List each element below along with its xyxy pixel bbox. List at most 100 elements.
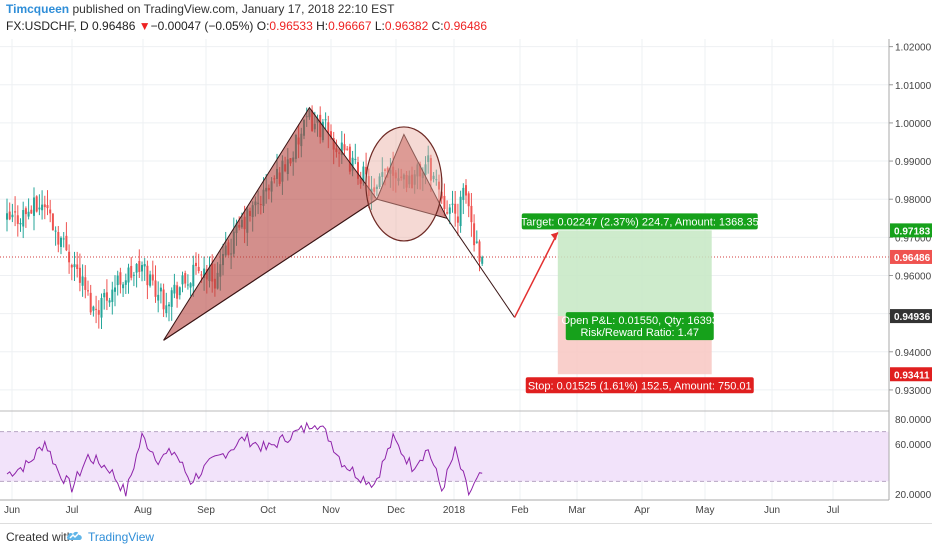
created-with-text: Created with [6,530,74,544]
pnl-label-box [565,312,714,341]
high-value: 0.96667 [328,19,372,33]
candle-body [78,267,81,283]
candle-body [475,241,478,243]
candle-body [348,146,351,172]
candle-body [108,300,111,303]
candle-body [184,273,187,284]
candle-body [149,274,152,286]
candle-body [168,304,170,307]
time-tick-label: 2018 [443,505,466,516]
candle-body [41,204,44,211]
rsi-pane [0,410,889,497]
candle-body [154,280,157,297]
candle-body [105,292,108,301]
candle-body [49,209,52,214]
price-change: −0.00047 (−0.05%) [150,19,254,33]
candle-body [95,308,98,310]
price-badge-label: 0.94936 [894,312,931,323]
candle-body [70,264,73,268]
down-arrow-icon: ▼ [138,19,151,33]
time-axis[interactable]: Jun Jul Aug Sep Oct Nov Dec 2018 Feb Mar Apr May Jun… [0,499,889,516]
candle-body [100,297,103,318]
pattern-xd [163,198,378,341]
candle-body [346,148,349,150]
symbol-label[interactable]: FX:USDCHF, D [6,19,89,33]
long-arrow [513,232,559,318]
pnl-label-text: Open P&L: 0.01550, Qty: 16393 [561,315,718,327]
candle-body [159,287,162,292]
target-label-box [521,213,758,230]
rsi-tick-label: 20.0000 [895,490,932,501]
pattern-bcd [376,133,449,220]
price-tick-label: 1.00000 [895,119,932,130]
candle-body [195,262,197,267]
candle-body [432,175,435,180]
candle-body [181,275,184,285]
time-tick-label: Nov [322,505,340,516]
candle-body [324,119,327,121]
high-label: H: [316,19,329,33]
candle-body [138,260,141,272]
candle-body [176,285,179,299]
candle-body [165,305,168,314]
candle-body [46,205,49,209]
candle-body [130,265,133,278]
tradingview-cloud-icon[interactable] [66,528,84,542]
rsi-tick-label: 60.0000 [895,440,932,451]
candle-body [357,162,359,179]
time-tick-label: Mar [568,505,586,516]
long-position-tool[interactable]: Target: 0.02247 (2.37%) 224.7, Amount: 1… [513,213,759,394]
candle-body [200,274,203,276]
candle-body [170,290,173,307]
candle-body [89,292,92,313]
candle-body [192,264,195,287]
candle-body [141,265,143,272]
candle-body [60,237,62,247]
footer: Created with TradingView [0,523,932,551]
arrow-head-icon [550,232,558,241]
candle-body [51,213,54,231]
price-tick-label: 0.97000 [895,233,932,244]
candle-body [57,231,60,245]
stop-label-text: Stop: 0.01525 (1.61%) 152.5, Amount: 750… [528,380,752,392]
candle-body [24,208,27,215]
price-tick-label: 1.01000 [895,81,932,92]
candle-body [97,310,100,315]
candle-body [135,264,138,273]
candle-body [173,284,176,294]
candle-body [386,167,389,173]
candle-body [27,211,30,217]
rsi-band [0,431,889,482]
price-badge-label: 0.97183 [894,226,931,237]
time-tick-label: Dec [387,505,405,516]
last-price: 0.96486 [92,19,136,33]
candle-body [132,274,135,276]
price-axis[interactable]: 1.02000 1.01000 1.00000 0.99000 0.98000 0.970… [888,39,932,501]
price-badge-label: 0.96486 [894,253,931,264]
candle-body [127,267,130,283]
candle-body [87,290,89,292]
harmonic-pattern[interactable] [163,106,516,341]
time-tick-label: May [696,505,715,516]
price-badge [890,367,932,382]
candle-body [446,212,449,214]
candle-body [111,289,114,302]
open-value: 0.96533 [269,19,313,33]
candle-body [427,155,430,163]
tradingview-brand[interactable]: TradingView [88,530,155,544]
candle-body [157,294,160,301]
candle-body [162,289,165,310]
candle-body [122,284,125,289]
time-tick-label: Apr [634,505,650,516]
low-value: 0.96382 [384,19,429,33]
candle-body [54,230,57,232]
candle-body [429,158,432,181]
candle-body [119,272,122,285]
author-name[interactable]: Timcqueen [6,2,70,16]
candle-body [459,196,462,227]
price-tick-label: 0.99000 [895,157,932,168]
price-badge [890,223,932,238]
candle-body [327,122,330,134]
candle-body [454,203,457,214]
